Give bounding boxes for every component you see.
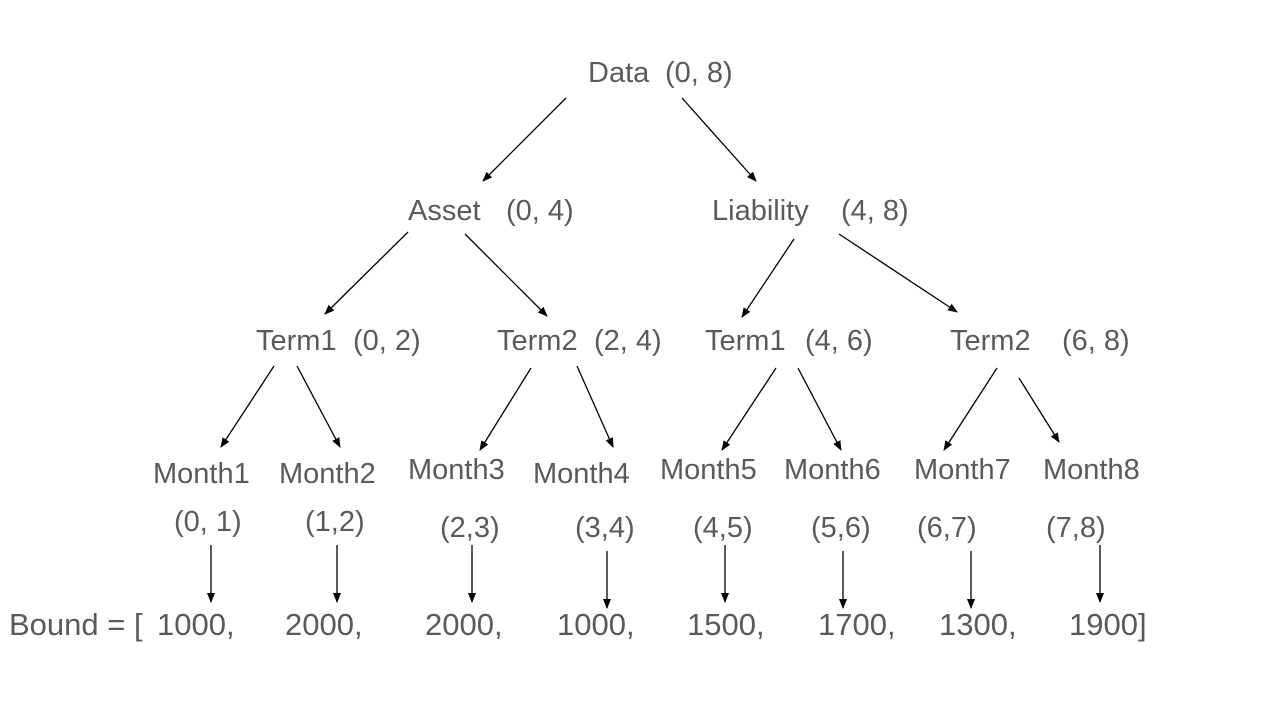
node-liability-term1-range: (4, 6)	[805, 325, 873, 357]
node-asset-term1-name: Term1	[256, 325, 337, 357]
node-asset-term2-range: (2, 4)	[594, 325, 662, 357]
node-liability-term1-name: Term1	[705, 325, 786, 357]
node-month1-name: Month1	[153, 458, 250, 490]
node-month5-name: Month5	[660, 454, 757, 486]
bound-value-7: 1300,	[939, 607, 1017, 642]
node-month6-name: Month6	[784, 454, 881, 486]
node-data-range: (0, 8)	[665, 57, 733, 89]
node-month4-name: Month4	[533, 458, 630, 490]
node-liability-term2-range: (6, 8)	[1062, 325, 1130, 357]
node-month6-range: (5,6)	[811, 512, 871, 544]
node-month2-name: Month2	[279, 458, 376, 490]
node-month4-range: (3,4)	[575, 512, 635, 544]
node-month5-range: (4,5)	[693, 512, 753, 544]
edge-term1b-month5	[721, 367, 777, 451]
node-asset-range: (0, 4)	[506, 195, 574, 227]
node-liability-name: Liability	[712, 195, 809, 227]
node-liability-term2-name: Term2	[950, 325, 1031, 357]
node-asset-term2-name: Term2	[497, 325, 578, 357]
bound-value-5: 1500,	[687, 607, 765, 642]
node-month7-range: (6,7)	[917, 512, 977, 544]
edge-term1-month2	[296, 365, 341, 448]
edge-term2b-month7	[943, 367, 998, 451]
edge-asset-term2	[464, 233, 548, 317]
node-month8-name: Month8	[1043, 454, 1140, 486]
node-month7-name: Month7	[914, 454, 1011, 486]
node-month3-range: (2,3)	[440, 512, 500, 544]
node-asset-term1-range: (0, 2)	[353, 325, 421, 357]
bound-prefix: Bound = [	[9, 607, 143, 642]
node-month3-name: Month3	[408, 454, 505, 486]
node-month8-range: (7,8)	[1046, 512, 1106, 544]
edge-data-liability	[681, 97, 757, 182]
edge-data-asset	[482, 97, 567, 182]
node-liability-range: (4, 8)	[841, 195, 909, 227]
bound-value-6: 1700,	[818, 607, 896, 642]
edge-liability-term2	[838, 233, 958, 313]
bound-value-2: 2000,	[285, 607, 363, 642]
bound-value-3: 2000,	[425, 607, 503, 642]
bound-value-4: 1000,	[557, 607, 635, 642]
node-asset-name: Asset	[408, 195, 481, 227]
node-month2-range: (1,2)	[305, 506, 365, 538]
edge-term2-month4	[576, 365, 614, 448]
edge-term2b-month8	[1018, 377, 1060, 443]
node-month1-range: (0, 1)	[174, 506, 242, 538]
bound-value-8: 1900]	[1069, 607, 1147, 642]
edge-term1-month1	[220, 365, 275, 448]
bound-value-1: 1000,	[157, 607, 235, 642]
edge-term1b-month6	[797, 367, 842, 451]
node-data-name: Data	[588, 57, 650, 89]
edge-term2-month3	[479, 367, 532, 451]
edge-liability-term1	[741, 238, 795, 318]
edge-asset-term1	[324, 231, 409, 315]
